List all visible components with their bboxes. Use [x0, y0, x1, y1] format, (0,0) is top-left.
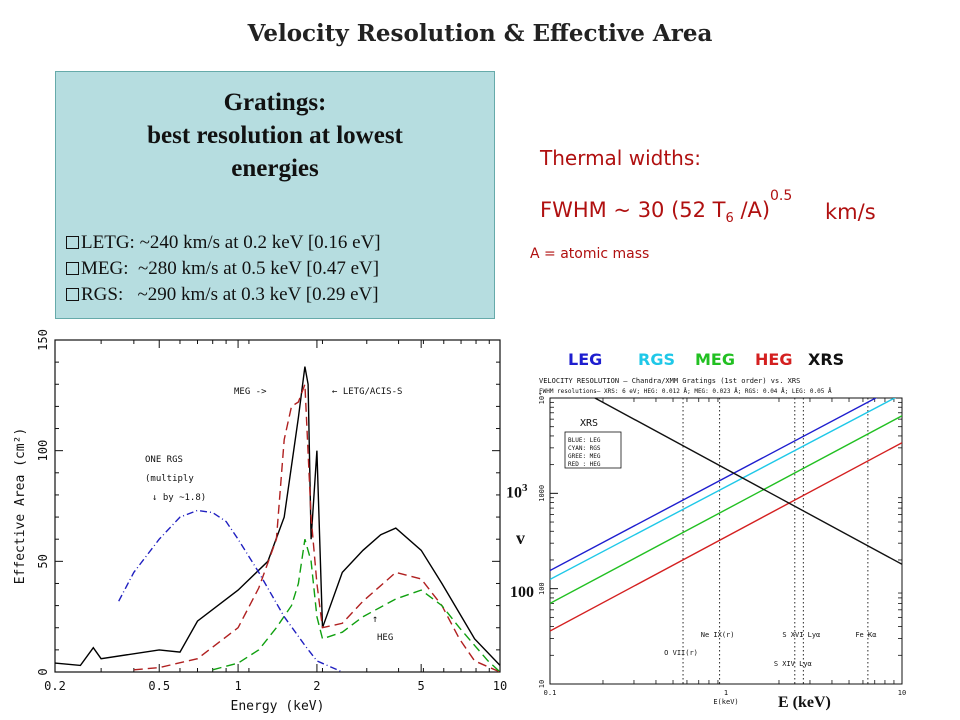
y-tick-label: 10⁴ — [538, 392, 546, 405]
resolution-line-leg — [550, 398, 878, 572]
xrs-curve-label: XRS — [580, 418, 598, 429]
legend-heg: HEG — [755, 350, 792, 369]
formula-subscript: 6 — [725, 211, 734, 227]
outer-y-label-bottom: 100 — [510, 584, 534, 601]
legend-xrs: XRS — [808, 350, 844, 369]
thermal-formula: FWHM ~ 30 (52 T6 /A) — [540, 198, 770, 226]
outer-x-label: E (keV) — [778, 694, 831, 711]
series-line-one-rgs — [118, 509, 343, 673]
thermal-heading: Thermal widths: — [540, 146, 702, 170]
checkbox-bullet-icon — [66, 262, 79, 275]
x-tick-label: 2 — [313, 679, 320, 693]
legend-meg: MEG — [695, 350, 735, 369]
velocity-chart-subtitle: FWHM resolutions– XRS: 6 eV; HEG: 0.012 … — [539, 388, 832, 395]
list-item-text: MEG: ~280 km/s at 0.5 keV [0.47 eV] — [81, 258, 380, 279]
y-tick-label: 50 — [36, 554, 50, 568]
box-heading-line-2: best resolution at lowest — [147, 122, 403, 149]
formula-exponent: 0.5 — [770, 188, 793, 204]
list-item-text: RGS: ~290 km/s at 0.3 keV [0.29 eV] — [81, 284, 379, 305]
checkbox-bullet-icon — [66, 236, 79, 249]
resolution-line-rgs — [550, 398, 897, 581]
y-tick-label: 10 — [538, 680, 546, 688]
line-marker-label: Ne IX(r) — [701, 631, 735, 639]
resolution-line-xrs — [593, 398, 902, 565]
annotation-letg: ← LETG/ACIS-S — [332, 387, 402, 397]
list-item: RGS: ~290 km/s at 0.3 keV [0.29 eV] — [66, 282, 381, 308]
box-heading-line-1: Gratings: — [223, 89, 327, 116]
outer-y-top-exp: 3 — [522, 482, 528, 494]
resolution-line-meg — [550, 415, 902, 605]
area-plot-frame — [54, 339, 501, 673]
checkbox-bullet-icon — [66, 288, 79, 301]
x-tick-label: 5 — [418, 679, 425, 693]
x-tick-label: 1 — [724, 689, 728, 697]
box-heading-line-3: energies — [231, 155, 319, 182]
y-tick-label: 150 — [36, 329, 50, 351]
list-item: LETG: ~240 km/s at 0.2 keV [0.16 eV] — [66, 230, 381, 256]
inner-legend-entry: RED : HEG — [568, 461, 601, 468]
slide-title: Velocity Resolution & Effective Area — [247, 20, 713, 47]
inner-legend-box — [564, 431, 622, 469]
velocity-x-axis-title: E(keV) — [713, 698, 738, 706]
legend-rgs: RGS — [638, 350, 675, 369]
annotation-multiply: (multiply — [145, 474, 194, 484]
inner-legend-entry: CYAN: RGS — [568, 445, 601, 452]
velocity-chart-title: VELOCITY RESOLUTION – Chandra/XMM Gratin… — [539, 377, 800, 385]
box-heading: Gratings: best resolution at lowest ener… — [56, 86, 494, 185]
atomic-mass-note: A = atomic mass — [530, 246, 650, 262]
x-tick-label: 0.1 — [544, 689, 557, 697]
formula-tail: /A) — [733, 198, 771, 222]
y-tick-label: 1000 — [538, 485, 546, 502]
legend-leg: LEG — [568, 350, 602, 369]
series-line-meg — [133, 384, 501, 673]
y-tick-label: 100 — [36, 440, 50, 462]
x-axis-title: Energy (keV) — [231, 699, 325, 714]
x-tick-label: 0.2 — [44, 679, 66, 693]
annotation-factor: ↓ by ~1.8) — [152, 493, 206, 503]
series-line-heg — [212, 539, 501, 673]
outer-y-label-v: v — [516, 528, 525, 548]
outer-y-label-top: 103 — [506, 482, 528, 502]
x-tick-label: 0.5 — [148, 679, 170, 693]
y-tick-label: 100 — [538, 582, 546, 595]
line-marker-label: S XIV Lyα — [774, 660, 812, 668]
annotation-one-rgs: ONE RGS — [145, 455, 183, 465]
annotation-heg: HEG — [377, 633, 393, 643]
resolution-line-heg — [550, 442, 902, 632]
gratings-list: LETG: ~240 km/s at 0.2 keV [0.16 eV] MEG… — [66, 230, 381, 308]
line-marker-label: S XVI Lyα — [782, 631, 820, 639]
formula-unit: km/s — [825, 200, 876, 224]
formula-text: FWHM ~ 30 (52 T — [540, 198, 726, 222]
inner-legend-entry: GREE: MEG — [568, 453, 601, 460]
line-marker-label: O VII(r) — [664, 649, 698, 657]
list-item: MEG: ~280 km/s at 0.5 keV [0.47 eV] — [66, 256, 381, 282]
line-marker-label: Fe Kα — [855, 631, 876, 639]
x-tick-label: 10 — [493, 679, 507, 693]
gratings-info-box: Gratings: best resolution at lowest ener… — [55, 71, 495, 319]
velocity-plot-frame — [549, 397, 903, 685]
annotation-arrow: ↑ — [372, 614, 378, 625]
series-line-letg-acis-s — [54, 366, 501, 667]
x-tick-label: 1 — [234, 679, 241, 693]
annotation-meg: MEG -> — [234, 387, 267, 397]
y-axis-title: Effective Area (cm²) — [13, 428, 28, 585]
list-item-text: LETG: ~240 km/s at 0.2 keV [0.16 eV] — [81, 232, 381, 253]
y-tick-label: 0 — [36, 668, 50, 675]
thermal-widths-note: Thermal widths: FWHM ~ 30 (52 T6 /A) 0.5… — [530, 146, 876, 262]
outer-y-top-base: 10 — [506, 484, 522, 502]
inner-legend-entry: BLUE: LEG — [568, 437, 601, 444]
x-tick-label: 10 — [898, 689, 906, 697]
